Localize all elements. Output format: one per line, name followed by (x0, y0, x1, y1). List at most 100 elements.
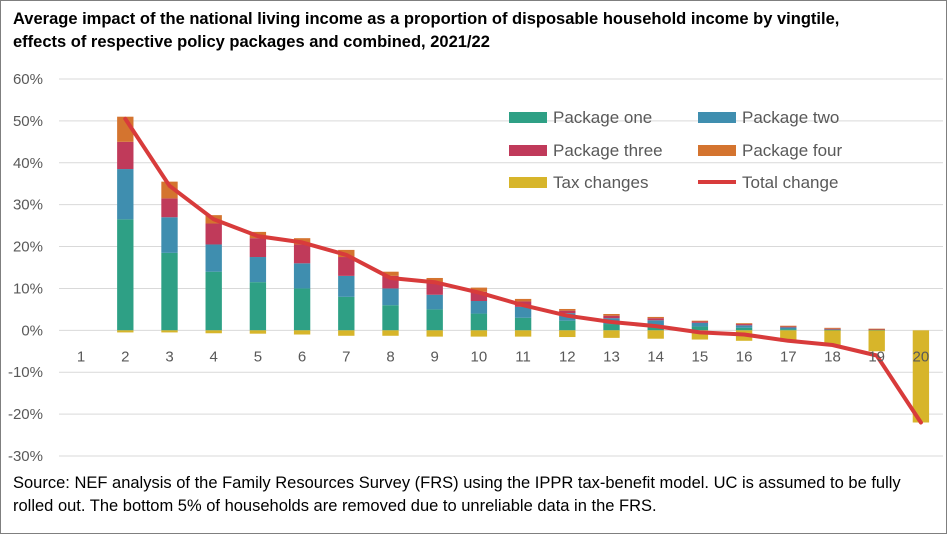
x-tick-label: 19 (868, 348, 885, 365)
bar-segment (868, 328, 885, 330)
bar-segment (205, 244, 222, 272)
bar-segment (338, 275, 355, 297)
bar-segment (161, 330, 178, 333)
bar-segment (691, 320, 709, 322)
bar-segment (161, 198, 178, 218)
x-tick-label: 3 (165, 348, 173, 365)
x-tick-label: 18 (824, 348, 841, 365)
bar-segment (559, 330, 576, 338)
bar-segment (470, 313, 488, 331)
bar-segment (603, 313, 620, 316)
x-tick-label: 11 (515, 348, 531, 365)
bar-segment (293, 244, 311, 264)
bar-segment (514, 298, 532, 302)
bar-segment (205, 271, 222, 331)
x-tick-label: 5 (254, 348, 262, 365)
x-tick-label: 6 (298, 348, 306, 365)
bar-segment (647, 320, 664, 326)
y-tick-label: 0% (21, 322, 43, 339)
legend-label: Package three (553, 141, 663, 160)
bar-segment (293, 263, 311, 289)
chart-title: Average impact of the national living in… (13, 10, 840, 51)
bar-segment (514, 306, 532, 318)
bar-segment (868, 330, 885, 352)
x-tick-label: 15 (692, 348, 709, 365)
x-tick-label: 12 (559, 348, 576, 365)
bar-segment (382, 305, 399, 331)
y-tick-label: -20% (8, 406, 43, 423)
bar-segment (824, 329, 841, 330)
bar-segment (382, 271, 399, 276)
bar-segment (735, 327, 753, 331)
bar-segment (117, 330, 134, 333)
y-tick-label: 10% (13, 280, 43, 297)
x-tick-label: 10 (471, 348, 488, 365)
legend-label: Tax changes (553, 173, 648, 192)
bar-segment (691, 321, 709, 323)
legend-swatch (698, 145, 736, 156)
bar-segment (780, 326, 797, 328)
legend-label: Package two (742, 108, 839, 127)
y-tick-label: 20% (13, 239, 43, 256)
bar-segment (559, 320, 576, 331)
bar-segment (647, 316, 664, 319)
bar-segment (647, 330, 664, 339)
bar-segment (868, 329, 885, 331)
bar-segment (382, 288, 399, 306)
bar-segment (161, 217, 178, 253)
y-tick-label: 50% (13, 113, 43, 130)
bar-segment (868, 329, 885, 330)
bar-segment (382, 330, 399, 336)
bar-segment (514, 317, 532, 331)
legend-swatch (509, 112, 547, 123)
bar-segment (470, 287, 488, 292)
bar-segment (249, 330, 267, 334)
bar-segment (647, 318, 664, 321)
bar-segment (735, 325, 753, 328)
bar-segment (338, 296, 355, 331)
total-change-line (123, 116, 923, 425)
bar-segment (824, 329, 841, 331)
x-tick-label: 4 (210, 348, 218, 365)
x-tick-label: 16 (736, 348, 753, 365)
bar-segment (205, 330, 222, 334)
bar-segment (824, 330, 841, 345)
bar-segment (293, 288, 311, 331)
bar-segment (470, 330, 488, 337)
bar-segment (514, 330, 532, 337)
legend-label: Total change (742, 173, 838, 192)
bar-segment (426, 277, 443, 283)
bar-segment (912, 330, 930, 423)
bar-segment (824, 327, 841, 329)
bar-segment (780, 327, 797, 330)
legend-swatch (509, 177, 547, 188)
x-tick-label: 17 (780, 348, 797, 365)
legend-label: Package one (553, 108, 652, 127)
bar-segment (426, 330, 443, 337)
bar-segment (426, 294, 443, 310)
y-tick-label: 30% (13, 197, 43, 214)
x-tick-label: 1 (77, 348, 85, 365)
x-tick-label: 14 (647, 348, 664, 365)
y-tick-label: 40% (13, 155, 43, 172)
x-tick-label: 2 (121, 348, 129, 365)
legend-label: Package four (742, 141, 843, 160)
y-tick-label: 60% (13, 71, 43, 88)
bar-segment (559, 310, 576, 314)
x-tick-label: 8 (386, 348, 394, 365)
bar-segment (691, 326, 709, 331)
bar-segment (691, 330, 709, 340)
x-tick-label: 7 (342, 348, 350, 365)
y-tick-label: -30% (8, 448, 43, 465)
bar-segment (161, 181, 178, 199)
legend-swatch (509, 145, 547, 156)
bar-segment (603, 324, 620, 331)
bar-segment (603, 315, 620, 319)
bar-segment (117, 219, 134, 331)
bar-segment (470, 291, 488, 302)
bar-segment (338, 330, 355, 336)
bar-segment (293, 330, 311, 335)
bar-segment (249, 257, 267, 283)
